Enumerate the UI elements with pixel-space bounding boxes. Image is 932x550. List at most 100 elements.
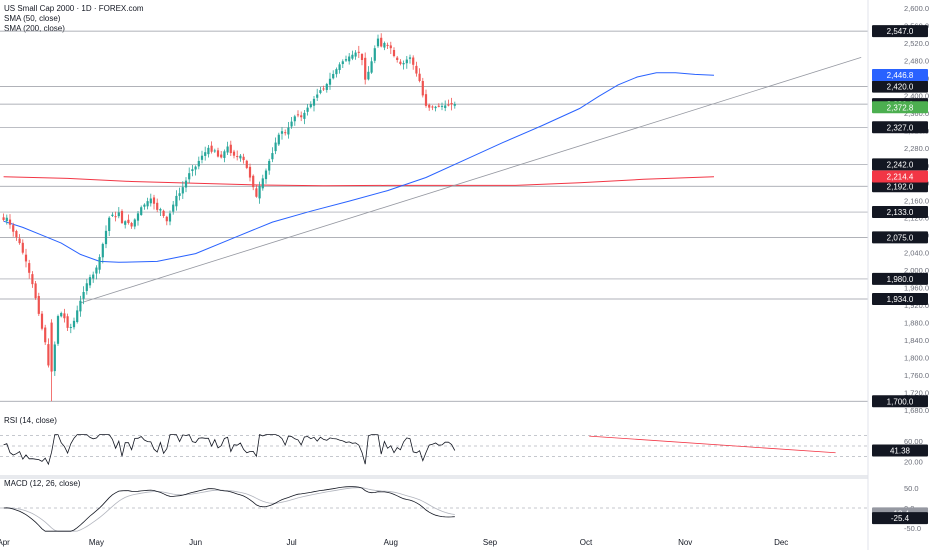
- candle-body: [140, 207, 143, 215]
- candle-body: [312, 98, 316, 106]
- month-label: Sep: [483, 538, 498, 547]
- candle-body: [120, 211, 124, 223]
- rsi-pane: [0, 434, 868, 466]
- candle-body: [111, 214, 114, 217]
- candle-body: [306, 107, 309, 112]
- candle-body: [412, 57, 415, 65]
- sma200-legend: SMA (200, close): [4, 24, 65, 33]
- candle-body: [245, 160, 248, 168]
- candle-body: [213, 150, 216, 152]
- candle-body: [18, 238, 21, 244]
- last-price-bg: [872, 101, 928, 114]
- candle-body: [287, 127, 290, 135]
- candle-body: [364, 57, 367, 80]
- candle-body: [188, 173, 191, 180]
- candle-body: [146, 201, 149, 207]
- month-label: May: [89, 538, 104, 547]
- candle-body: [172, 204, 175, 212]
- rsi-legend: RSI (14, close): [4, 416, 57, 425]
- candle-body: [127, 219, 130, 223]
- candle-body: [252, 175, 255, 188]
- candle-body: [248, 166, 252, 178]
- candle-body: [424, 94, 428, 106]
- candle-body: [341, 61, 344, 65]
- candle-body: [296, 114, 300, 116]
- candle-body: [309, 104, 312, 108]
- candle-body: [130, 223, 133, 227]
- candle-body: [300, 115, 303, 118]
- candle-body: [236, 156, 239, 158]
- candle-body: [408, 57, 412, 59]
- candle-body: [37, 296, 40, 314]
- macd-tick-label: 50.0: [904, 484, 919, 493]
- grid: [0, 475, 868, 479]
- candle-body: [402, 63, 405, 65]
- level-label: 2,547.0: [887, 27, 914, 36]
- candle-body: [95, 267, 98, 274]
- candles: [2, 33, 456, 402]
- candle-body: [373, 48, 376, 61]
- price-tick-label: 2,600.0: [904, 4, 929, 13]
- candle-body: [204, 152, 207, 156]
- sma200-value: 2,214.4: [887, 172, 914, 181]
- candle-body: [56, 316, 60, 344]
- candle-body: [216, 150, 220, 157]
- candle-body: [24, 254, 28, 262]
- level-label-bg: [872, 121, 928, 134]
- candle-body: [325, 84, 328, 90]
- candle-body: [72, 320, 76, 328]
- candle-body: [328, 78, 332, 85]
- candle-body: [5, 217, 8, 222]
- candle-body: [399, 61, 402, 64]
- candle-body: [338, 64, 341, 71]
- macd-pane: [0, 486, 868, 532]
- level-label: 2,133.0: [887, 208, 914, 217]
- candle-body: [178, 193, 181, 196]
- month-label: Aug: [384, 538, 398, 547]
- macd-tick-label: -50.0: [904, 524, 921, 533]
- candle-body: [440, 105, 444, 107]
- candle-body: [389, 45, 392, 49]
- price-tick-label: 2,120.0: [904, 214, 929, 223]
- candle-body: [108, 217, 111, 231]
- candle-body: [290, 121, 293, 127]
- signal-value-bg: [872, 512, 928, 525]
- candle-body: [31, 274, 34, 285]
- month-label: Apr: [0, 538, 10, 547]
- candle-body: [255, 188, 258, 197]
- price-axis: 2,600.02,560.02,520.02,480.02,440.02,400…: [867, 0, 929, 550]
- level-label: 2,327.0: [887, 123, 914, 132]
- level-label-bg: [872, 158, 928, 171]
- candle-body: [354, 52, 357, 57]
- level-label: 1,700.0: [887, 397, 914, 406]
- candle-body: [351, 54, 354, 59]
- price-tick-label: 1,680.0: [904, 406, 929, 415]
- candle-body: [82, 292, 85, 299]
- signal-value: -25.4: [891, 514, 910, 523]
- candle-body: [280, 131, 284, 134]
- candle-body: [386, 44, 389, 46]
- sma50-value: 2,446.8: [887, 71, 914, 80]
- rsi-value: 41.38: [890, 446, 911, 455]
- candle-body: [69, 326, 72, 328]
- candle-body: [274, 142, 277, 152]
- candle-body: [200, 155, 204, 160]
- price-tick-label: 2,280.0: [904, 144, 929, 153]
- last-price: 2,372.8: [887, 103, 914, 112]
- month-label: Oct: [580, 538, 593, 547]
- candle-body: [104, 230, 108, 245]
- candle-body: [136, 213, 140, 221]
- candle-body: [79, 300, 82, 312]
- candle-body: [207, 147, 210, 155]
- rsi-value-bg: [872, 444, 928, 457]
- level-label: 2,075.0: [887, 233, 914, 242]
- price-tick-label: 2,040.0: [904, 249, 929, 258]
- level-label-bg: [872, 206, 928, 219]
- level-label-bg: [872, 80, 928, 93]
- candle-body: [418, 73, 421, 81]
- price-tick-label: 1,960.0: [904, 284, 929, 293]
- candle-body: [348, 56, 351, 62]
- candle-body: [421, 80, 424, 96]
- price-tick-label: 1,920.0: [904, 301, 929, 310]
